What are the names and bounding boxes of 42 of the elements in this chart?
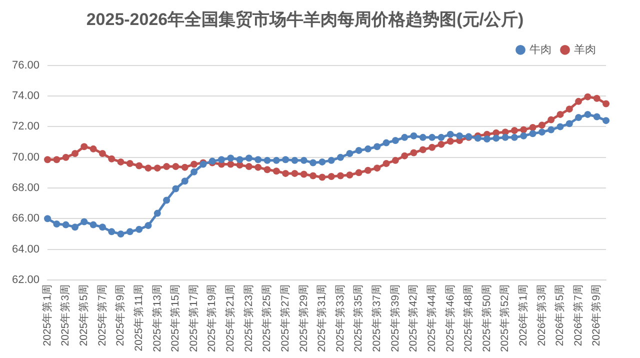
x-tick-label: 2025年第23周: [242, 284, 255, 352]
y-tick-label: 70.00: [12, 151, 40, 164]
x-tick-label: 2026年第7周: [572, 284, 584, 346]
legend-label: 牛肉: [530, 42, 552, 56]
x-tick-label: 2025年第13周: [151, 284, 164, 352]
y-tick-label: 74.00: [12, 90, 40, 102]
x-tick-label: 2025年第37周: [371, 284, 384, 352]
chart-title: 2025-2026年全国集贸市场牛羊肉每周价格趋势图(元/公斤): [86, 10, 524, 29]
x-tick-label: 2025年第3周: [60, 284, 72, 346]
x-tick-label: 2025年第15周: [170, 284, 182, 352]
y-tick-label: 72.00: [12, 120, 40, 133]
y-tick-label: 66.00: [12, 212, 40, 225]
y-tick-label: 76.00: [12, 59, 40, 72]
x-tick-label: 2025年第21周: [224, 284, 237, 352]
x-tick-label: 2025年第52周: [499, 284, 512, 352]
x-tick-label: 2025年第39周: [389, 284, 402, 352]
x-tick-label: 2025年第50周: [480, 284, 493, 352]
legend-label: 羊肉: [574, 44, 596, 56]
x-tick-label: 2025年第33周: [334, 284, 346, 352]
y-tick-label: 64.00: [12, 243, 40, 256]
x-tick-label: 2025年第1周: [41, 284, 54, 346]
x-tick-label: 2025年第46周: [444, 284, 456, 352]
x-tick-label: 2026年第5周: [554, 284, 566, 346]
x-tick-label: 2025年第17周: [188, 284, 200, 352]
x-tick-label: 2025年第35周: [352, 284, 365, 352]
y-tick-label: 62.00: [12, 274, 40, 286]
x-tick-label: 2026年第1周: [517, 284, 530, 346]
x-tick-label: 2025年第9周: [114, 284, 127, 346]
x-tick-label: 2025年第48周: [462, 284, 475, 352]
x-tick-label: 2025年第31周: [316, 284, 328, 352]
x-tick-label: 2025年第19周: [206, 284, 218, 352]
x-tick-label: 2025年第25周: [261, 284, 274, 352]
x-tick-label: 2026年第9周: [590, 284, 603, 346]
x-tick-label: 2025年第27周: [279, 284, 292, 352]
x-tick-label: 2025年第44周: [426, 284, 438, 352]
x-tick-label: 2026年第3周: [536, 284, 548, 346]
x-tick-label: 2025年第29周: [298, 284, 310, 352]
x-tick-label: 2025年第7周: [96, 284, 108, 346]
x-tick-label: 2025年第5周: [78, 284, 90, 346]
x-tick-label: 2025年第42周: [408, 284, 420, 352]
x-tick-label: 2025年第11周: [132, 284, 145, 352]
y-tick-label: 68.00: [12, 182, 40, 194]
